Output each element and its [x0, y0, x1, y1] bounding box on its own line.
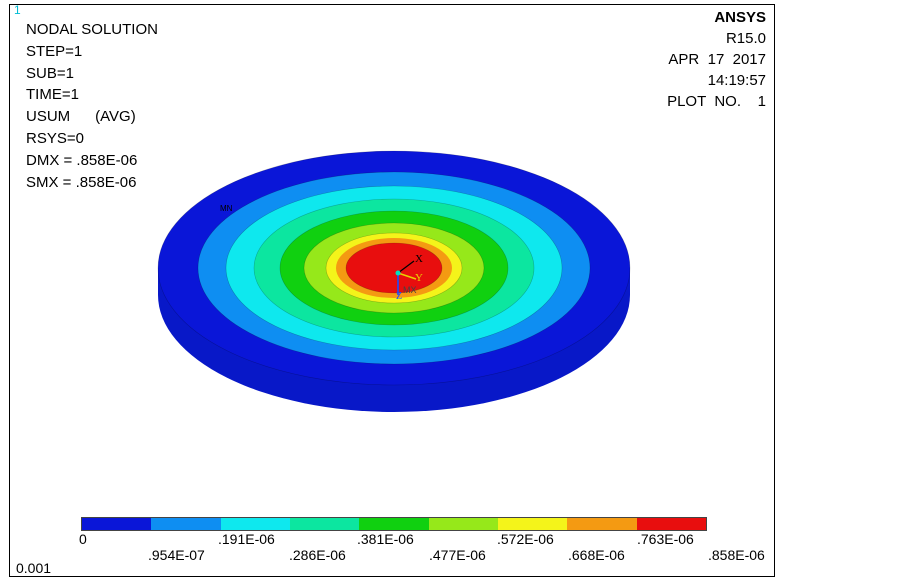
- legend-swatch: [289, 518, 360, 530]
- coordinate-triad-icon: X Y Z MX: [395, 253, 423, 302]
- contour-band: [345, 242, 443, 294]
- plot-date: APR 17 2017: [668, 51, 766, 68]
- legend-swatch: [220, 518, 290, 530]
- info-line: TIME=1: [26, 86, 79, 104]
- legend-swatch: [636, 518, 706, 530]
- legend-label: 0: [79, 531, 87, 547]
- legend-label: .858E-06: [708, 547, 765, 563]
- info-line: DMX = .858E-06: [26, 151, 138, 169]
- legend-label: .572E-06: [497, 531, 554, 547]
- legend-swatch: [497, 518, 568, 530]
- legend-swatch: [428, 518, 498, 530]
- triad-y-label: Y: [415, 272, 423, 284]
- legend-swatch: [359, 518, 429, 530]
- contour-bands: [157, 150, 631, 386]
- version-label: R15.0: [725, 30, 766, 47]
- legend-label: .191E-06: [218, 531, 275, 547]
- legend-label: .286E-06: [289, 547, 346, 563]
- triad-z-label: Z: [396, 291, 402, 302]
- scale-value: 0.001: [16, 560, 52, 576]
- info-line: SMX = .858E-06: [26, 173, 137, 191]
- legend-label: .668E-06: [568, 547, 625, 563]
- legend-label: .954E-07: [148, 547, 205, 563]
- plot-number: PLOT NO. 1: [667, 93, 766, 110]
- mn-label: MN: [220, 204, 233, 213]
- info-line: USUM (AVG): [26, 108, 136, 126]
- legend-label: .381E-06: [357, 531, 414, 547]
- legend-swatch: [82, 518, 152, 530]
- plot-time: 14:19:57: [707, 72, 766, 89]
- legend-swatch: [151, 518, 221, 530]
- info-line: RSYS=0: [26, 129, 84, 147]
- graphics-window[interactable]: 1 NODAL SOLUTION STEP=1 SUB=1 TIME=1 USU…: [9, 3, 776, 578]
- info-line: SUB=1: [26, 64, 74, 82]
- mx-label: MX: [403, 285, 417, 295]
- info-line: STEP=1: [26, 42, 83, 60]
- legend-swatch: [567, 518, 637, 530]
- triad-x-label: X: [415, 253, 423, 265]
- solution-info: NODAL SOLUTION STEP=1 SUB=1 TIME=1 USUM …: [26, 19, 158, 193]
- plot-info: ANSYS R15.0 APR 17 2017 14:19:57 PLOT NO…: [667, 7, 766, 112]
- legend-label: .477E-06: [429, 547, 486, 563]
- color-legend-bar: [81, 517, 707, 531]
- window-number: 1: [14, 3, 21, 17]
- ansys-logo: ANSYS: [714, 9, 766, 26]
- info-line: NODAL SOLUTION: [26, 21, 158, 38]
- disk-contour-model[interactable]: MN X Y Z MX: [10, 5, 776, 578]
- legend-label: .763E-06: [637, 531, 694, 547]
